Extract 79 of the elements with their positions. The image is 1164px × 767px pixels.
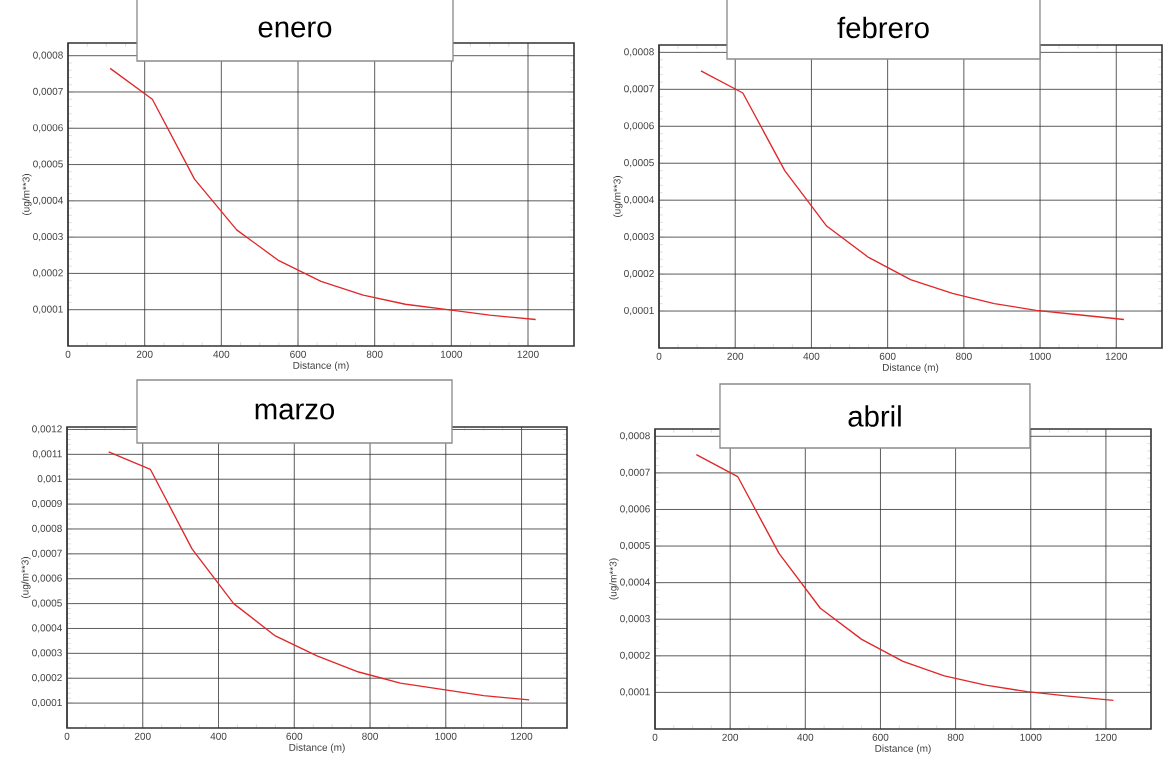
x-tick-label: 200 (727, 352, 744, 360)
y-tick-label: 0,0007 (624, 85, 654, 94)
x-tick-label: 1200 (1095, 733, 1117, 741)
y-tick-label: 0,0008 (620, 432, 650, 441)
y-tick-label: 0,0001 (620, 688, 650, 697)
x-tick-label: 400 (797, 733, 814, 741)
y-tick-label: 0,0003 (620, 615, 650, 624)
y-axis-title: (ug/m**3) (21, 556, 31, 598)
y-tick-label: 0,0003 (624, 233, 654, 242)
x-tick-label: 400 (210, 732, 227, 740)
y-tick-label: 0,0001 (33, 305, 63, 314)
x-tick-label: 600 (879, 352, 896, 360)
chart-title: marzo (255, 403, 335, 420)
x-tick-label: 400 (213, 350, 230, 358)
y-tick-label: 0,0002 (620, 651, 650, 660)
y-tick-label: 0,0003 (32, 649, 62, 658)
y-tick-label: 0,0006 (32, 574, 62, 583)
x-tick-label: 0 (64, 732, 70, 740)
y-tick-label: 0,0006 (33, 124, 63, 133)
y-tick-label: 0,0005 (624, 159, 654, 168)
y-tick-label: 0,0004 (624, 196, 654, 205)
x-axis-title: Distance (m) (289, 743, 345, 753)
y-tick-label: 0,0001 (32, 698, 62, 708)
x-tick-label: 1200 (1105, 352, 1127, 360)
y-tick-label: 0,0005 (33, 160, 63, 169)
y-tick-label: 0,0002 (33, 269, 63, 278)
y-tick-label: 0,0003 (33, 232, 63, 242)
x-tick-label: 0 (656, 352, 662, 360)
x-tick-label: 0 (652, 733, 658, 741)
x-tick-label: 1000 (435, 732, 457, 740)
line-series (700, 70, 1125, 321)
x-tick-label: 1000 (1029, 352, 1051, 360)
x-tick-label: 400 (803, 352, 820, 360)
y-tick-label: 0,0004 (620, 578, 650, 587)
y-axis-title: (ug/m**3) (609, 558, 619, 600)
y-tick-label: 0,0002 (32, 674, 62, 683)
y-tick-label: 0,0005 (620, 541, 650, 551)
x-tick-label: 0 (65, 350, 71, 358)
y-tick-label: 0,0009 (32, 499, 62, 509)
y-tick-label: 0,0001 (624, 306, 654, 316)
line-series (695, 453, 1115, 702)
y-tick-label: 0,0006 (624, 122, 654, 131)
x-tick-label: 1200 (517, 350, 539, 358)
x-tick-label: 800 (362, 732, 378, 740)
y-axis-title: (ug/m**3) (613, 175, 623, 217)
y-tick-label: 0,0008 (33, 51, 63, 60)
line-series (109, 67, 537, 321)
x-tick-label: 800 (955, 352, 972, 360)
y-tick-label: 0,0007 (32, 549, 62, 558)
y-tick-label: 0,001 (37, 475, 62, 484)
x-tick-label: 600 (286, 732, 303, 740)
x-tick-label: 200 (136, 350, 153, 358)
x-axis-title: Distance (m) (293, 361, 349, 371)
x-tick-label: 600 (872, 733, 889, 741)
y-tick-label: 0,0004 (33, 196, 63, 205)
x-tick-label: 800 (366, 350, 383, 358)
y-tick-label: 0,0006 (620, 505, 650, 514)
y-tick-label: 0,0002 (624, 269, 654, 279)
x-tick-label: 800 (947, 733, 964, 741)
y-tick-label: 0,0005 (32, 599, 62, 608)
y-tick-label: 0,0008 (624, 48, 654, 57)
x-axis-title: Distance (m) (875, 744, 931, 754)
y-tick-label: 0,0008 (32, 524, 62, 534)
y-tick-label: 0,0012 (32, 425, 62, 434)
y-tick-label: 0,0007 (620, 468, 650, 478)
x-tick-label: 600 (290, 350, 306, 358)
y-tick-label: 0,0007 (33, 87, 63, 97)
chart-title: febrero (837, 16, 929, 39)
y-tick-label: 0,0004 (32, 624, 62, 633)
chart-title: abril (848, 405, 901, 427)
x-tick-label: 1200 (511, 732, 533, 740)
x-axis-title: Distance (m) (882, 363, 939, 373)
chart-title: enero (258, 21, 332, 38)
x-tick-label: 1000 (440, 350, 463, 358)
x-tick-label: 200 (134, 732, 151, 740)
x-tick-label: 200 (722, 733, 739, 741)
x-tick-label: 1000 (1020, 733, 1042, 741)
y-axis-title: (ug/m**3) (22, 173, 32, 215)
y-tick-label: 0,0011 (32, 450, 62, 459)
